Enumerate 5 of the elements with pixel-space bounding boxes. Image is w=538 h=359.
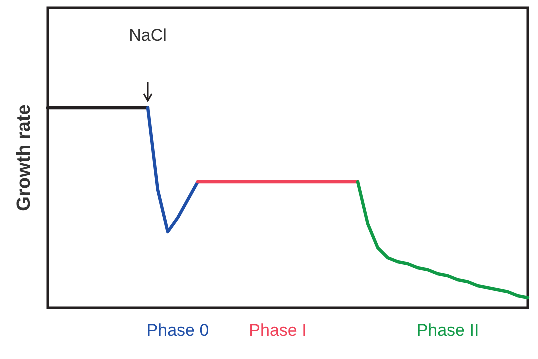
text: Phase II xyxy=(416,321,480,341)
text: NaCl xyxy=(129,26,167,46)
text: Phase 0 xyxy=(146,321,210,341)
y-axis-title: Growth rate xyxy=(14,104,35,212)
text: Phase I xyxy=(249,321,307,341)
